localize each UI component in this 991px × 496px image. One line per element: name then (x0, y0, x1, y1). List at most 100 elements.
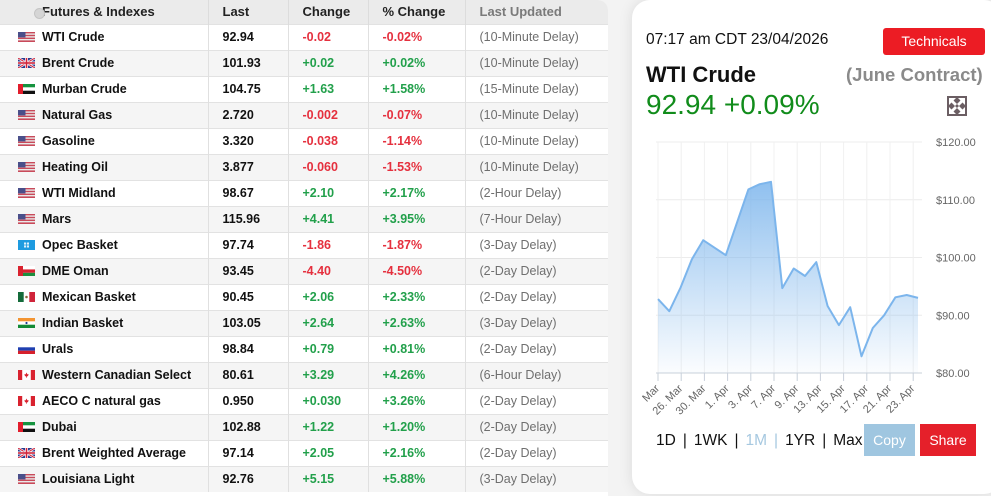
table-row[interactable]: Mars 115.96 +4.41 +3.95% (7-Hour Delay) (0, 206, 608, 232)
flag-us-icon (18, 214, 35, 224)
row-last-updated: (15-Minute Delay) (479, 82, 579, 96)
header-last-updated[interactable]: Last Updated (479, 4, 562, 20)
expand-arrows-icon[interactable] (946, 95, 968, 117)
row-change: +0.79 (288, 336, 369, 362)
header-name[interactable]: Futures & Indexes (0, 0, 209, 24)
row-name-label: Louisiana Light (42, 472, 135, 487)
table-row[interactable]: Heating Oil 3.877 -0.060 -1.53% (10-Minu… (0, 154, 608, 180)
table-row[interactable]: Natural Gas 2.720 -0.002 -0.07% (10-Minu… (0, 102, 608, 128)
header-pct-change[interactable]: % Change (368, 0, 466, 24)
row-name[interactable]: Gasoline (0, 128, 209, 154)
row-name[interactable]: Brent Weighted Average (0, 440, 209, 466)
table-row[interactable]: Mexican Basket 90.45 +2.06 +2.33% (2-Day… (0, 284, 608, 310)
row-last: 90.45 (208, 284, 289, 310)
table-row[interactable]: Urals 98.84 +0.79 +0.81% (2-Day Delay) (0, 336, 608, 362)
row-pct-change: -0.07% (368, 102, 466, 128)
row-name-label: Dubai (42, 420, 77, 434)
copy-button[interactable]: Copy (864, 424, 915, 456)
row-name[interactable]: Heating Oil (0, 154, 209, 180)
row-name-label: Opec Basket (42, 238, 118, 252)
table-row[interactable]: Dubai 102.88 +1.22 +1.20% (2-Day Delay) (0, 414, 608, 440)
table-row[interactable]: Brent Crude 101.93 +0.02 +0.02% (10-Minu… (0, 50, 608, 76)
row-name[interactable]: Western Canadian Select (0, 362, 209, 388)
range-1wk[interactable]: 1WK (693, 432, 728, 449)
row-last: 102.88 (208, 414, 289, 440)
y-axis-label: $100.00 (936, 253, 976, 265)
row-last: 92.94 (208, 24, 289, 50)
row-name[interactable]: Mars (0, 206, 209, 232)
globe-icon (34, 8, 45, 20)
row-last: 101.93 (208, 50, 289, 76)
row-change: -0.038 (288, 128, 369, 154)
row-change: +1.63 (288, 76, 369, 102)
range-max[interactable]: Max (833, 432, 863, 449)
row-name-label: Urals (42, 342, 74, 356)
row-name-label: Brent Crude (42, 56, 115, 70)
table-row[interactable]: WTI Midland 98.67 +2.10 +2.17% (2-Hour D… (0, 180, 608, 206)
header-name-label: Futures & Indexes (42, 4, 155, 20)
row-last-updated: (2-Day Delay) (479, 420, 557, 434)
table-row[interactable]: Louisiana Light 92.76 +5.15 +5.88% (3-Da… (0, 466, 608, 492)
row-name-label: Mexican Basket (42, 290, 136, 304)
row-name[interactable]: Opec Basket (0, 232, 209, 258)
header-last[interactable]: Last (208, 0, 289, 24)
range-1yr[interactable]: 1YR (785, 432, 816, 449)
flag-ca-icon (18, 396, 35, 406)
range-1m[interactable]: 1M (745, 432, 768, 449)
row-name[interactable]: WTI Crude (0, 24, 209, 50)
table-row[interactable]: Opec Basket 97.74 -1.86 -1.87% (3-Day De… (0, 232, 608, 258)
row-name[interactable]: Brent Crude (0, 50, 209, 76)
table-row[interactable]: WTI Crude 92.94 -0.02 -0.02% (10-Minute … (0, 24, 608, 50)
row-name-label: Mars (42, 212, 72, 226)
row-change: +2.64 (288, 310, 369, 336)
quote-timestamp: 07:17 am CDT 23/04/2026 (646, 31, 829, 48)
row-pct-change: -1.14% (368, 128, 466, 154)
table-row[interactable]: Indian Basket 103.05 +2.64 +2.63% (3-Day… (0, 310, 608, 336)
row-pct-change: -1.53% (368, 154, 466, 180)
row-pct-change: +2.17% (368, 180, 466, 206)
row-name[interactable]: Dubai (0, 414, 209, 440)
table-row[interactable]: AECO C natural gas 0.950 +0.030 +3.26% (… (0, 388, 608, 414)
row-name[interactable]: Murban Crude (0, 76, 209, 102)
row-last: 103.05 (208, 310, 289, 336)
row-name-label: Murban Crude (42, 82, 127, 96)
table-row[interactable]: Murban Crude 104.75 +1.63 +1.58% (15-Min… (0, 76, 608, 102)
y-axis-label: $80.00 (936, 368, 970, 380)
row-change: +3.29 (288, 362, 369, 388)
row-name[interactable]: Indian Basket (0, 310, 209, 336)
price-chart[interactable]: $80.00$90.00$100.00$110.00$120.00Mar26. … (632, 125, 991, 415)
row-last: 3.877 (208, 154, 289, 180)
row-name[interactable]: Natural Gas (0, 102, 209, 128)
row-pct-change: +5.88% (368, 466, 466, 492)
row-pct-change: +0.02% (368, 50, 466, 76)
row-last-updated: (2-Hour Delay) (479, 186, 562, 200)
flag-opec-icon (18, 240, 35, 250)
technicals-button[interactable]: Technicals (883, 28, 985, 55)
row-last: 97.14 (208, 440, 289, 466)
table-row[interactable]: DME Oman 93.45 -4.40 -4.50% (2-Day Delay… (0, 258, 608, 284)
row-change: -0.02 (288, 24, 369, 50)
row-last-updated: (10-Minute Delay) (479, 134, 579, 148)
flag-us-icon (18, 188, 35, 198)
futures-table-panel: Futures & Indexes Last Change % Change L… (0, 0, 608, 496)
flag-uk-icon (18, 58, 35, 68)
share-button[interactable]: Share (920, 424, 976, 456)
row-name[interactable]: AECO C natural gas (0, 388, 209, 414)
row-pct-change: +2.63% (368, 310, 466, 336)
row-last-updated: (2-Day Delay) (479, 446, 557, 460)
row-last: 104.75 (208, 76, 289, 102)
x-axis-label: 1. Apr (703, 382, 732, 411)
range-1d[interactable]: 1D (656, 432, 676, 449)
table-row[interactable]: Brent Weighted Average 97.14 +2.05 +2.16… (0, 440, 608, 466)
row-pct-change: +3.95% (368, 206, 466, 232)
row-change: +2.05 (288, 440, 369, 466)
row-name[interactable]: DME Oman (0, 258, 209, 284)
row-name[interactable]: Mexican Basket (0, 284, 209, 310)
row-name[interactable]: Louisiana Light (0, 466, 209, 492)
table-row[interactable]: Gasoline 3.320 -0.038 -1.14% (10-Minute … (0, 128, 608, 154)
row-name[interactable]: Urals (0, 336, 209, 362)
header-change[interactable]: Change (288, 0, 369, 24)
row-name[interactable]: WTI Midland (0, 180, 209, 206)
row-name-label: Brent Weighted Average (42, 446, 187, 460)
table-row[interactable]: Western Canadian Select 80.61 +3.29 +4.2… (0, 362, 608, 388)
